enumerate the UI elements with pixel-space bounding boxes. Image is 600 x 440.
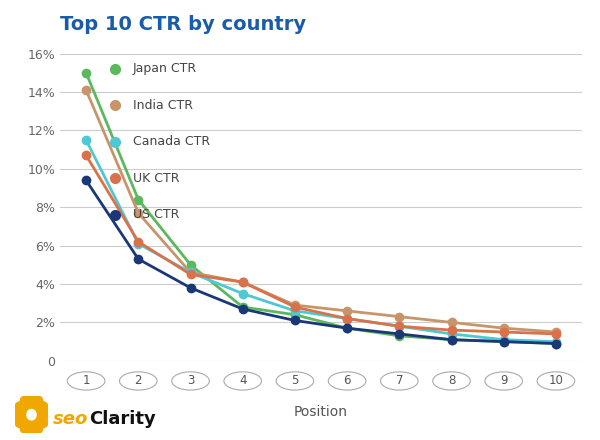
Ellipse shape: [328, 372, 366, 390]
Text: 9: 9: [500, 374, 508, 388]
Circle shape: [20, 423, 29, 433]
Canada CTR: [82, 137, 90, 143]
US CTR: [500, 339, 508, 344]
Japan CTR: [396, 333, 403, 338]
UK CTR: [292, 304, 299, 310]
India CTR: [500, 326, 508, 331]
Canada CTR: [135, 241, 142, 246]
US CTR: [344, 326, 351, 331]
Japan CTR: [239, 304, 247, 310]
Canada CTR: [292, 308, 299, 314]
Ellipse shape: [485, 372, 523, 390]
Circle shape: [20, 396, 29, 406]
Text: India CTR: India CTR: [133, 99, 193, 112]
Japan CTR: [344, 326, 351, 331]
Text: Top 10 CTR by country: Top 10 CTR by country: [60, 15, 306, 34]
UK CTR: [396, 323, 403, 329]
Japan CTR: [500, 339, 508, 344]
Text: 10: 10: [548, 374, 563, 388]
UK CTR: [135, 239, 142, 244]
Circle shape: [15, 402, 24, 412]
UK CTR: [344, 316, 351, 321]
Canada CTR: [448, 331, 455, 337]
Japan CTR: [292, 312, 299, 317]
Line: Canada CTR: Canada CTR: [82, 136, 560, 346]
US CTR: [448, 337, 455, 342]
Circle shape: [39, 402, 48, 412]
India CTR: [552, 330, 559, 335]
Japan CTR: [82, 70, 90, 75]
US CTR: [187, 285, 194, 290]
US CTR: [82, 178, 90, 183]
Text: UK CTR: UK CTR: [133, 172, 179, 185]
India CTR: [344, 308, 351, 314]
Text: 5: 5: [291, 374, 299, 388]
Circle shape: [39, 418, 48, 427]
UK CTR: [448, 327, 455, 333]
India CTR: [448, 320, 455, 325]
Text: Japan CTR: Japan CTR: [133, 62, 197, 75]
Ellipse shape: [537, 372, 575, 390]
Text: 4: 4: [239, 374, 247, 388]
India CTR: [396, 314, 403, 319]
India CTR: [187, 270, 194, 275]
UK CTR: [187, 272, 194, 277]
India CTR: [82, 88, 90, 93]
US CTR: [239, 306, 247, 312]
Japan CTR: [187, 262, 194, 268]
Circle shape: [34, 423, 43, 433]
Canada CTR: [344, 316, 351, 321]
Text: 8: 8: [448, 374, 455, 388]
Canada CTR: [552, 339, 559, 344]
Canada CTR: [239, 291, 247, 296]
Canada CTR: [500, 337, 508, 342]
Text: Canada CTR: Canada CTR: [133, 136, 210, 148]
Canada CTR: [396, 323, 403, 329]
Text: Position: Position: [294, 405, 348, 419]
Circle shape: [27, 425, 36, 435]
Text: 3: 3: [187, 374, 194, 388]
Japan CTR: [448, 337, 455, 342]
Text: 1: 1: [82, 374, 90, 388]
Text: 7: 7: [395, 374, 403, 388]
Ellipse shape: [433, 372, 470, 390]
Ellipse shape: [67, 372, 105, 390]
Japan CTR: [552, 341, 559, 346]
India CTR: [292, 302, 299, 308]
Line: India CTR: India CTR: [82, 86, 560, 336]
UK CTR: [82, 153, 90, 158]
Ellipse shape: [172, 372, 209, 390]
Circle shape: [27, 394, 36, 404]
Japan CTR: [135, 197, 142, 202]
UK CTR: [552, 331, 559, 337]
Circle shape: [13, 410, 22, 420]
US CTR: [552, 341, 559, 346]
Text: 2: 2: [134, 374, 142, 388]
Circle shape: [41, 410, 50, 420]
Circle shape: [15, 418, 24, 427]
Canada CTR: [187, 270, 194, 275]
US CTR: [292, 318, 299, 323]
India CTR: [135, 210, 142, 216]
US CTR: [135, 257, 142, 262]
Text: 6: 6: [343, 374, 351, 388]
UK CTR: [500, 330, 508, 335]
Line: Japan CTR: Japan CTR: [82, 69, 560, 348]
Circle shape: [21, 403, 42, 427]
Ellipse shape: [224, 372, 262, 390]
Ellipse shape: [276, 372, 314, 390]
India CTR: [239, 279, 247, 285]
Circle shape: [27, 410, 36, 420]
Text: Clarity: Clarity: [89, 410, 155, 428]
Ellipse shape: [119, 372, 157, 390]
Line: UK CTR: UK CTR: [82, 151, 560, 338]
Circle shape: [34, 396, 43, 406]
Ellipse shape: [380, 372, 418, 390]
US CTR: [396, 331, 403, 337]
Text: seo: seo: [53, 410, 88, 428]
UK CTR: [239, 279, 247, 285]
Text: US CTR: US CTR: [133, 209, 179, 221]
Line: US CTR: US CTR: [82, 176, 560, 348]
